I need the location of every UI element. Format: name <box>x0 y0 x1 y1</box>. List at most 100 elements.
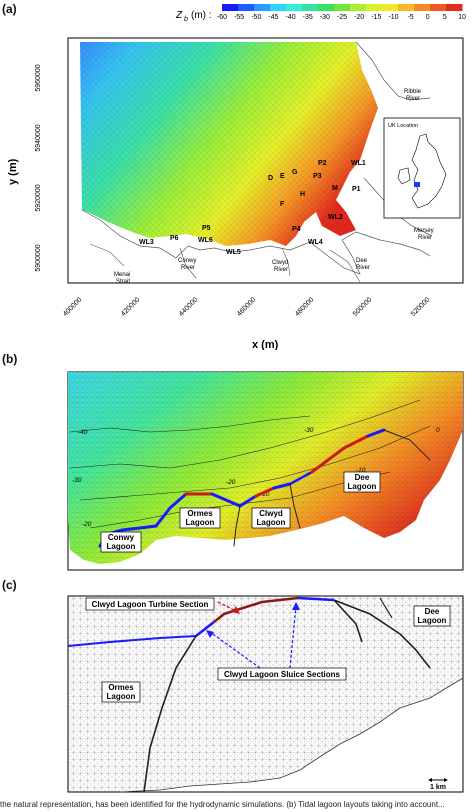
colorbar-swatch <box>238 4 255 11</box>
dee-sluice-section <box>366 428 386 438</box>
station-e: E <box>280 173 285 180</box>
y-axis-label-a: y (m) <box>7 158 19 185</box>
lagoon-walls-c <box>67 596 431 793</box>
colorbar-swatch <box>302 4 319 11</box>
menai-label-2: Strait <box>116 279 130 285</box>
colorbar-swatch <box>430 4 447 11</box>
mersey-label-1: Mersey <box>414 228 434 234</box>
clwyd-dee-divider <box>289 483 301 529</box>
dee-wall-east <box>383 429 431 461</box>
coastline-north <box>355 41 431 101</box>
colorbar-tick-label: -50 <box>251 14 261 21</box>
clwyd-sluice-east-c <box>297 596 335 602</box>
ormes-wall-west <box>154 492 188 528</box>
contour-label-8: 0 <box>436 427 440 434</box>
colorbar-tick-label: -60 <box>217 14 227 21</box>
clwyd-lagoon-line1: Clwyd <box>259 509 283 518</box>
x-tick-label: 500000 <box>352 296 374 318</box>
colorbar-swatch <box>382 4 399 11</box>
panel-label-c: (c) <box>2 578 17 592</box>
colorbar-tick-label: -10 <box>388 14 398 21</box>
colorbar-swatch <box>222 4 239 11</box>
contour-labels-b: -40 -30 -30 -20 -10 -20 -10 0 <box>72 427 440 528</box>
sluice-arrowhead-east <box>292 602 300 610</box>
ormes-lagoon-wall-c <box>67 635 197 647</box>
annotation-arrows <box>206 601 300 669</box>
mersey-label-2: River <box>418 235 432 241</box>
panel-label-b: (b) <box>2 352 18 366</box>
colorbar-tick-label: -5 <box>407 14 413 21</box>
colorbar-tick-label: -55 <box>234 14 244 21</box>
station-f: F <box>280 201 285 208</box>
mesh-domain-c <box>68 596 463 792</box>
labels-c: Clwyd Lagoon Turbine Section Clwyd Lagoo… <box>85 597 451 703</box>
station-p4: P4 <box>292 226 301 233</box>
colorbar-swatch <box>254 4 271 11</box>
y-tick-label: 5900000 <box>35 244 42 271</box>
colorbar-label-sub: b <box>184 16 188 23</box>
sluice-arrowhead-west <box>206 630 214 638</box>
scale-bar: 1 km <box>428 778 448 791</box>
ormes-clwyd-divider <box>233 505 241 547</box>
ormes-lagoon-c-line2: Lagoon <box>107 692 136 701</box>
colorbar-swatch <box>318 4 335 11</box>
coastline-c <box>119 677 464 793</box>
station-wl2: WL2 <box>328 214 343 221</box>
dee-wall-west <box>288 470 314 486</box>
station-p6: P6 <box>170 235 179 242</box>
lagoon-labels-b: Conwy Lagoon Ormes Lagoon Clwyd Lagoon D… <box>100 471 381 553</box>
x-tick-label: 420000 <box>120 296 142 318</box>
x-ticks-a: 400000 420000 440000 460000 480000 500000 5200… <box>62 296 432 318</box>
station-wl3: WL4 <box>308 239 323 246</box>
station-g: G <box>292 169 298 176</box>
clwyd-sluice-west-c <box>195 621 215 637</box>
place-names: Ribble River Mersey River Dee River Clwy… <box>114 89 434 285</box>
study-area-marker <box>414 182 420 187</box>
colorbar-swatch <box>334 4 351 11</box>
panel-a: Z b (m) : -60 -55 -50 -45 -40 -35 -30 -25 -20 -15… <box>7 4 466 350</box>
menai-strait-line <box>89 243 125 267</box>
colorbar-tick-label: -15 <box>371 14 381 21</box>
colorbar-tick-label: 0 <box>426 14 430 21</box>
station-p1: P1 <box>352 186 361 193</box>
dee-label-2: River <box>356 265 370 271</box>
conwy-lagoon-line1: Conwy <box>108 533 135 542</box>
clwyd-river-line <box>281 247 291 277</box>
x-axis-label-a: x (m) <box>252 339 279 350</box>
station-wl1: WL1 <box>351 160 366 167</box>
colorbar-swatches <box>222 4 463 11</box>
colorbar-tick-label: -20 <box>354 14 364 21</box>
clwyd-dee-wall-c <box>333 599 363 643</box>
station-m: M <box>332 185 338 192</box>
menai-label-1: Menai <box>114 272 130 278</box>
turbine-arrow <box>217 601 239 613</box>
figure-caption: the natural representation, has been ide… <box>0 800 445 809</box>
contour-label-4: -20 <box>226 479 236 486</box>
station-labels: WL1 P2 P3 P1 M D E G H F WL2 P4 WL4 WL5 … <box>139 160 366 256</box>
panel-b: -40 -30 -30 -20 -10 -20 -10 0 Conwy Lago… <box>67 371 464 571</box>
y-tick-label: 5920000 <box>35 184 42 211</box>
dee-lagoon-line1: Dee <box>355 473 370 482</box>
dee-label-1: Dee <box>356 258 368 264</box>
y-tick-label: 5960000 <box>35 64 42 91</box>
contour-label-1: -40 <box>78 429 88 436</box>
station-h: H <box>300 191 305 198</box>
contour-label-5: -10 <box>260 491 270 498</box>
colorbar-tick-label: -25 <box>337 14 347 21</box>
clwyd-label-1: Clwyd <box>272 260 288 266</box>
station-wl6: WL3 <box>139 239 154 246</box>
station-wl5: WL6 <box>198 237 213 244</box>
scale-bar-label: 1 km <box>430 784 446 791</box>
station-wl4: WL5 <box>226 249 241 256</box>
ormes-clwyd-wall-c <box>143 635 197 793</box>
mesh-overlay-a <box>80 42 378 246</box>
colorbar-swatch <box>414 4 431 11</box>
colorbar-tick-label: 10 <box>458 14 466 21</box>
colorbar-tick-label: -30 <box>320 14 330 21</box>
clwyd-sluice-east <box>272 482 292 490</box>
colorbar-ticks: -60 -55 -50 -45 -40 -35 -30 -25 -20 -15 -10 -5 0 5 10 <box>217 14 466 21</box>
contour-label-3: -30 <box>72 477 82 484</box>
conwy-lagoon-line2: Lagoon <box>107 542 136 551</box>
conwy-river-line <box>179 247 197 279</box>
colorbar-swatch <box>350 4 367 11</box>
